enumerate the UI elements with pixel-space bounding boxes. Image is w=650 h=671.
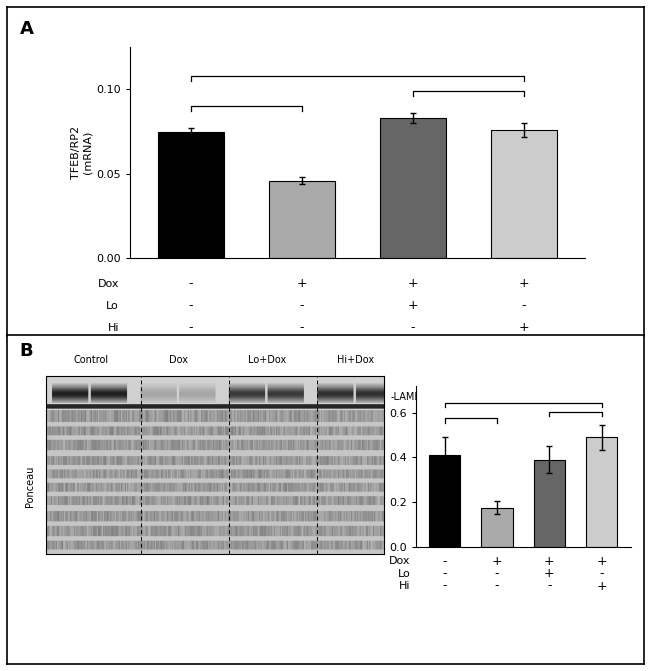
Text: B: B	[20, 342, 33, 360]
Text: +: +	[544, 567, 554, 580]
Text: +: +	[408, 277, 419, 290]
Bar	[268, 180, 335, 258]
Text: +: +	[296, 277, 307, 290]
Text: Dox: Dox	[170, 355, 188, 365]
Y-axis label: TFEB/RP2
(mRNA): TFEB/RP2 (mRNA)	[71, 126, 92, 179]
Text: -: -	[443, 555, 447, 568]
Bar	[491, 130, 557, 258]
Text: -: -	[547, 580, 552, 592]
Bar	[429, 455, 460, 547]
Text: -: -	[495, 580, 499, 592]
Text: -: -	[443, 567, 447, 580]
Text: Lo: Lo	[398, 569, 411, 578]
Text: Hi: Hi	[399, 581, 411, 591]
Text: -: -	[443, 580, 447, 592]
Text: Lo: Lo	[106, 301, 119, 311]
Text: -: -	[411, 321, 415, 334]
Text: Ponceau: Ponceau	[25, 465, 35, 507]
Text: Lo+Dox: Lo+Dox	[248, 355, 286, 365]
Text: +: +	[597, 555, 607, 568]
Bar	[158, 132, 224, 258]
Text: -: -	[300, 321, 304, 334]
Text: Control: Control	[73, 355, 109, 365]
Text: -: -	[599, 567, 604, 580]
Text: +: +	[597, 580, 607, 592]
Text: -: -	[188, 277, 193, 290]
Text: -LAMP-1: -LAMP-1	[390, 392, 430, 402]
Bar	[534, 460, 565, 547]
Bar	[586, 437, 618, 547]
Text: -: -	[495, 567, 499, 580]
Text: -: -	[522, 299, 526, 312]
Text: -: -	[188, 321, 193, 334]
Text: Dox: Dox	[389, 556, 411, 566]
Bar	[380, 118, 447, 258]
Text: +: +	[519, 277, 529, 290]
Text: +: +	[492, 555, 502, 568]
Text: +: +	[544, 555, 554, 568]
Text: Hi: Hi	[107, 323, 119, 333]
Text: Hi+Dox: Hi+Dox	[337, 355, 374, 365]
Text: Dox: Dox	[98, 278, 119, 289]
Bar	[482, 508, 513, 547]
Text: +: +	[408, 299, 419, 312]
Text: A: A	[20, 20, 33, 38]
Text: +: +	[519, 321, 529, 334]
Text: -: -	[188, 299, 193, 312]
Text: -: -	[300, 299, 304, 312]
